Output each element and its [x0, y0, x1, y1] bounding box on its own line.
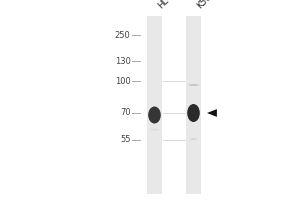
Text: HL-60: HL-60	[156, 0, 180, 10]
Text: 100: 100	[115, 76, 130, 86]
Ellipse shape	[187, 104, 200, 122]
Polygon shape	[207, 109, 217, 117]
Text: 130: 130	[115, 56, 130, 66]
Ellipse shape	[188, 84, 199, 86]
Text: 70: 70	[120, 108, 130, 117]
Text: K562: K562	[195, 0, 217, 10]
Bar	[186, 16, 201, 194]
Text: 250: 250	[115, 30, 130, 40]
Bar	[147, 16, 162, 194]
Ellipse shape	[150, 129, 159, 130]
Text: 55: 55	[120, 136, 130, 144]
Ellipse shape	[148, 106, 161, 123]
Ellipse shape	[190, 138, 197, 140]
